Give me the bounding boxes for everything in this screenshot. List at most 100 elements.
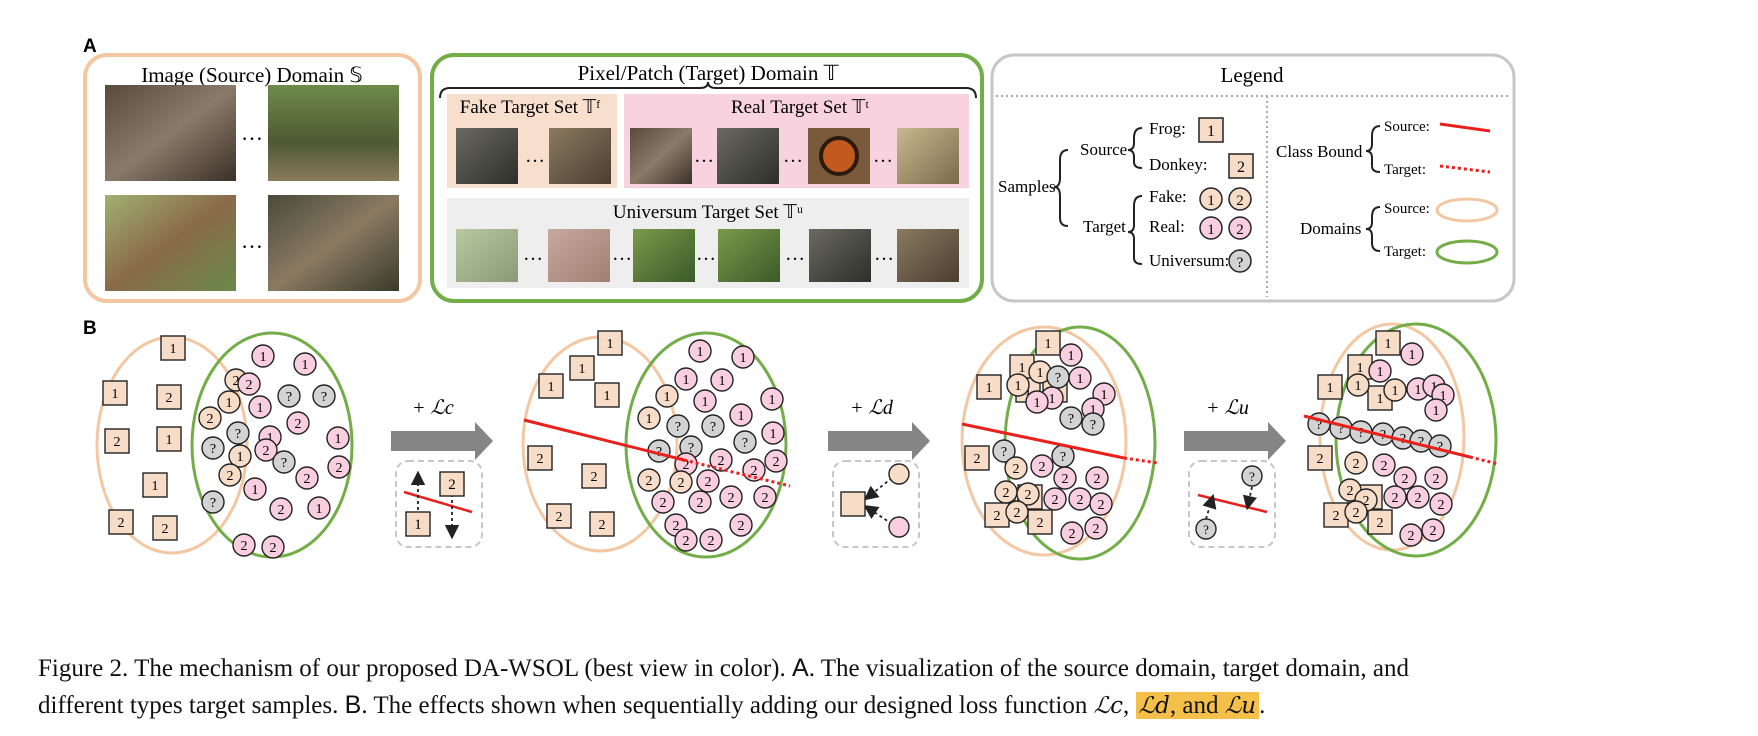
real-patch-2 xyxy=(717,128,779,184)
sample-label: 1 xyxy=(1409,348,1416,363)
panel-b-label: B xyxy=(83,318,97,339)
universum-sample xyxy=(201,490,225,514)
sample-label: 2 xyxy=(1381,459,1388,474)
frog-eye xyxy=(819,136,859,176)
caption-part: . The visualization of the source domain… xyxy=(808,655,1410,682)
universum-patch-2 xyxy=(548,229,610,282)
sample-label: 2 xyxy=(295,417,302,432)
sample-label: 2 xyxy=(1377,516,1384,531)
real-circle-1 xyxy=(1199,216,1223,240)
sample-label: 2 xyxy=(556,510,563,525)
fake-sample xyxy=(1344,500,1368,524)
sample-label: 2 xyxy=(1438,498,1445,513)
source-sample xyxy=(1027,509,1053,535)
sample-label: 2 xyxy=(683,534,690,549)
real-sample xyxy=(1429,492,1453,516)
sample-label: ? xyxy=(1249,469,1255,484)
sample-label: 2 xyxy=(599,518,606,533)
sample-label: ? xyxy=(1437,440,1443,455)
ellipsis: … xyxy=(873,145,893,167)
source-sample xyxy=(1317,374,1343,400)
real-sample xyxy=(251,344,275,368)
loss-d: ℒd xyxy=(1138,693,1170,719)
real-sample xyxy=(651,490,675,514)
bracket xyxy=(1365,125,1381,173)
legend-samples: Samples xyxy=(998,177,1056,196)
sample-label: 2 xyxy=(448,477,456,493)
sample-label: 2 xyxy=(646,474,653,489)
sample-label: 1 xyxy=(1090,403,1097,418)
sample-label: 1 xyxy=(697,345,704,360)
sample-label: 1 xyxy=(738,409,745,424)
sample-label: 2 xyxy=(728,491,735,506)
fake-sample xyxy=(1004,456,1028,480)
sample-square xyxy=(405,511,431,537)
legend-bound-target: Target: xyxy=(1384,162,1426,178)
sample-label: 1 xyxy=(257,401,264,416)
real-sample xyxy=(293,352,317,376)
target-ellipse xyxy=(1334,322,1498,558)
sample-label: ? xyxy=(321,390,327,405)
sample-label: 1 xyxy=(1431,380,1438,395)
real-sample xyxy=(674,528,698,552)
sample-label: 1 xyxy=(1415,383,1422,398)
legend-real: Real: xyxy=(1149,217,1185,236)
ellipsis: … xyxy=(241,228,263,253)
source-sample xyxy=(152,515,178,541)
sample-label: ? xyxy=(688,441,694,456)
source-sample xyxy=(984,502,1010,528)
fake-sample xyxy=(198,406,222,430)
universum-sample xyxy=(733,430,757,454)
sample-label: ? xyxy=(1358,426,1364,441)
sample-label: 1 xyxy=(1034,396,1041,411)
real-sample xyxy=(764,449,788,473)
frog-photo-1 xyxy=(105,195,236,291)
sample-label: ? xyxy=(1203,522,1209,537)
square-label: 1 xyxy=(1207,123,1215,140)
sample-label: 2 xyxy=(994,509,1001,524)
ellipsis: … xyxy=(694,145,714,167)
class-boundary xyxy=(523,418,685,462)
legend-target: Target xyxy=(1083,217,1126,236)
caption-highlight: ℒd, and ℒu xyxy=(1135,692,1260,719)
illustration-box xyxy=(832,460,920,548)
source-sample xyxy=(569,355,595,381)
legend-domains: Domains xyxy=(1300,219,1361,238)
sample-label: 1 xyxy=(170,342,177,357)
source-sample xyxy=(156,426,182,452)
fake-circle-1 xyxy=(1199,187,1223,211)
sample-label: 2 xyxy=(304,472,311,487)
sample-label: 1 xyxy=(646,412,653,427)
sample-label: 2 xyxy=(1347,484,1354,499)
real-sample xyxy=(232,533,256,557)
sample-label: 2 xyxy=(1353,506,1360,521)
sample-label: ? xyxy=(210,442,216,457)
universum-patch-4 xyxy=(718,229,780,282)
sample-label: 1 xyxy=(579,362,586,377)
sample-label: 1 xyxy=(769,393,776,408)
legend-frog: Frog: xyxy=(1149,119,1186,138)
fake-target-title: Fake Target Set 𝕋ᶠ xyxy=(460,97,600,118)
fake-patch-2 xyxy=(549,128,611,184)
real-sample xyxy=(1372,453,1396,477)
source-sample xyxy=(1367,509,1393,535)
bracket xyxy=(1127,195,1143,265)
sample-label: 1 xyxy=(986,381,993,396)
sample-label: 2 xyxy=(1317,452,1324,467)
sample-label: 2 xyxy=(660,496,667,511)
real-sample xyxy=(1424,398,1448,422)
universum-sample xyxy=(1241,465,1263,487)
sample-label: 2 xyxy=(591,470,598,485)
caption-ref-a: A xyxy=(792,654,809,682)
universum-patch-5 xyxy=(809,229,871,282)
source-sample xyxy=(108,509,134,535)
real-sample xyxy=(1043,487,1067,511)
real-sample xyxy=(1368,359,1392,383)
sample-label: 2 xyxy=(233,374,240,389)
source-sample xyxy=(1307,445,1333,471)
source-sample xyxy=(538,373,564,399)
real-patch-1 xyxy=(630,128,692,184)
sample-label: 1 xyxy=(335,432,342,447)
